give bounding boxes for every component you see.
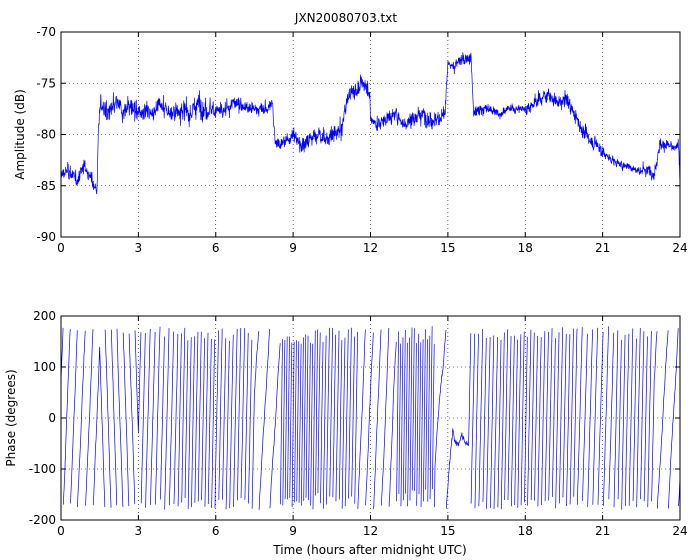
- y-tick-label: 200: [33, 309, 56, 323]
- x-tick-label: 21: [595, 241, 610, 255]
- amplitude-ticks: 0 3 6 9 12 15 18 21 24 -90 -85 -80 -75 -70: [36, 25, 687, 255]
- amplitude-series-line: [60, 52, 681, 195]
- phase-panel: 0 3 6 9 12 15 18 21 24 -200 -100 0 100 200 Phase (deg…: [4, 309, 688, 557]
- x-tick-label: 0: [57, 241, 65, 255]
- x-tick-label: 3: [135, 524, 143, 538]
- y-tick-label: 0: [48, 411, 56, 425]
- x-tick-label: 15: [440, 241, 455, 255]
- amplitude-plot: [60, 52, 681, 195]
- y-tick-label: -80: [36, 128, 56, 142]
- amplitude-chart-title: JXN20080703.txt: [294, 11, 397, 25]
- x-tick-label: 18: [518, 241, 533, 255]
- y-tick-label: -70: [36, 25, 56, 39]
- phase-y-axis-label: Phase (degrees): [4, 369, 18, 466]
- x-tick-label: 21: [595, 524, 610, 538]
- x-tick-label: 9: [289, 524, 297, 538]
- x-tick-label: 24: [672, 524, 687, 538]
- x-tick-label: 0: [57, 524, 65, 538]
- x-tick-label: 18: [518, 524, 533, 538]
- amplitude-y-axis-label: Amplitude (dB): [13, 89, 27, 180]
- phase-series-line: [60, 326, 681, 510]
- x-tick-label: 9: [289, 241, 297, 255]
- x-tick-label: 12: [363, 524, 378, 538]
- amplitude-panel: 0 3 6 9 12 15 18 21 24 -90 -85 -80 -75 -70 JXN2008070…: [13, 11, 688, 255]
- x-tick-label: 3: [135, 241, 143, 255]
- x-tick-label: 6: [212, 241, 220, 255]
- y-tick-label: -90: [36, 230, 56, 244]
- amplitude-axes-background: [61, 32, 680, 237]
- y-tick-label: -100: [29, 462, 56, 476]
- x-tick-label: 15: [440, 524, 455, 538]
- phase-ticks: 0 3 6 9 12 15 18 21 24 -200 -100 0 100 200: [29, 309, 688, 538]
- phase-x-axis-label: Time (hours after midnight UTC): [272, 543, 466, 557]
- phase-plot: [60, 326, 681, 510]
- x-tick-label: 12: [363, 241, 378, 255]
- x-tick-label: 6: [212, 524, 220, 538]
- y-tick-label: -200: [29, 513, 56, 527]
- y-tick-label: -75: [36, 76, 56, 90]
- x-tick-label: 24: [672, 241, 687, 255]
- y-tick-label: -85: [36, 179, 56, 193]
- y-tick-label: 100: [33, 360, 56, 374]
